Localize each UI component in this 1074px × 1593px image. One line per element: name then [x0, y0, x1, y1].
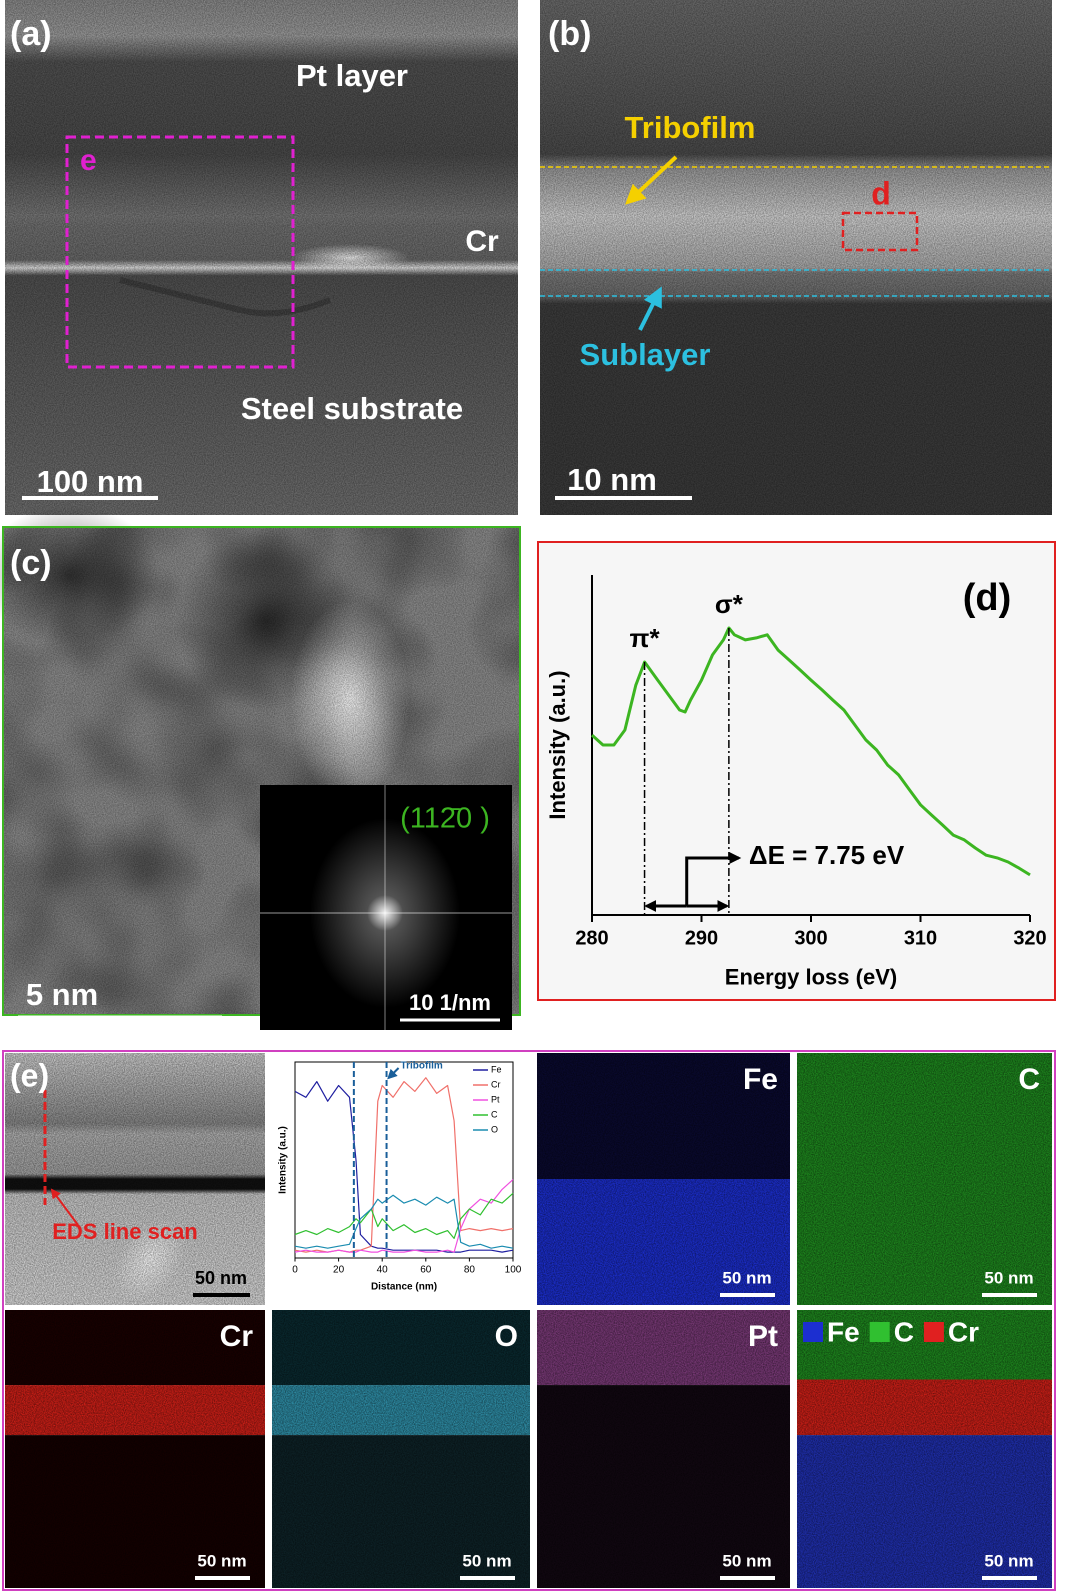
data-line — [294, 1081, 514, 1253]
region-label: Tribofilm — [401, 1061, 443, 1072]
legend-swatch — [869, 1322, 890, 1342]
map-texture — [537, 1053, 790, 1305]
element-label: C — [1018, 1063, 1040, 1096]
map-texture — [797, 1053, 1052, 1305]
element-label: Fe — [743, 1063, 778, 1096]
y-axis-label: Intensity (a.u.) — [545, 670, 570, 819]
x-tick-label: 60 — [420, 1265, 432, 1276]
arrow — [625, 155, 678, 205]
delta-label: ΔE = 7.75 eV — [749, 840, 905, 870]
x-tick-label: 40 — [377, 1265, 389, 1276]
data-line — [590, 626, 1031, 877]
panel-a: (a) Pt layer e Cr Steel substrate 100 nm — [5, 0, 518, 515]
x-axis-label: Energy loss (eV) — [725, 965, 897, 990]
fft-index: (112̄0 ) — [400, 803, 490, 835]
arrow — [50, 1188, 79, 1226]
arrow — [387, 1067, 400, 1080]
panel-label: (c) — [10, 544, 52, 582]
element-label: Pt — [748, 1320, 778, 1353]
legend-swatch — [803, 1322, 823, 1342]
x-tick-label: 20 — [333, 1265, 345, 1276]
x-tick-label: 280 — [575, 927, 608, 949]
scale-bar-label: 10 nm — [567, 462, 657, 497]
data-line — [294, 1179, 514, 1253]
legend-label: Fe — [827, 1316, 860, 1347]
panel-label: (a) — [10, 15, 52, 53]
scale-bar-label: 100 nm — [37, 464, 144, 499]
map-texture — [5, 1310, 265, 1588]
data-line — [294, 1192, 514, 1239]
texture — [5, 0, 518, 515]
panel-b: (b) Tribofilm d Sublayer 10 nm — [540, 0, 1052, 515]
box-label: d — [871, 175, 891, 211]
legend-label: Cr — [491, 1079, 501, 1089]
map-texture — [272, 1310, 530, 1588]
x-tick-label: 310 — [904, 927, 937, 949]
delta-pointer — [685, 852, 742, 906]
scan-label: EDS line scan — [52, 1219, 198, 1244]
peak-label: σ* — [715, 589, 744, 619]
layer-label: Sublayer — [580, 337, 711, 372]
legend-label: O — [491, 1124, 498, 1134]
x-axis-label: Distance (nm) — [371, 1282, 437, 1293]
legend-label: Fe — [491, 1064, 502, 1074]
layer-label: Tribofilm — [625, 110, 756, 145]
region-box — [841, 211, 919, 252]
scale-bar-label: 50 nm — [197, 1551, 246, 1570]
panel-c: (c) (112̄0 ) 5 nm 10 1/nm — [0, 505, 521, 1030]
legend-swatch — [923, 1322, 944, 1342]
element-label: O — [495, 1320, 518, 1353]
legend-label: C — [894, 1316, 914, 1347]
element-label: Cr — [220, 1320, 254, 1353]
panel-d-border — [537, 541, 1056, 1001]
layer-label: Steel substrate — [241, 391, 463, 426]
scale-bar-label: 50 nm — [722, 1551, 771, 1570]
panel-label: (b) — [548, 15, 591, 53]
panel-e: (e) EDS line scan 50 nm 50 nm Fe 50 nm C 50 … — [2, 1050, 1056, 1591]
plot-frame — [294, 1061, 514, 1259]
x-tick-label: 0 — [292, 1265, 298, 1276]
panel-label: (e) — [10, 1057, 49, 1093]
map-texture — [537, 1310, 790, 1588]
texture — [540, 0, 1052, 515]
arrow — [638, 286, 662, 331]
legend-label: Pt — [491, 1094, 500, 1104]
scale-bar-label: 50 nm — [984, 1268, 1033, 1287]
x-tick-label: 80 — [464, 1265, 476, 1276]
x-tick-label: 290 — [685, 927, 718, 949]
scale-bar-label: 50 nm — [722, 1268, 771, 1287]
scale-bar-label: 10 1/nm — [409, 990, 491, 1015]
x-tick-label: 320 — [1013, 927, 1046, 949]
scale-bar-label: 50 nm — [462, 1551, 511, 1570]
legend-label: C — [491, 1109, 498, 1119]
data-line — [294, 1194, 514, 1249]
texture — [5, 1053, 265, 1305]
layer-label: Pt layer — [296, 58, 408, 93]
scale-bar-label: 50 nm — [195, 1268, 247, 1288]
layer-label: Cr — [465, 225, 499, 258]
peak-label: π* — [630, 623, 661, 653]
legend-label: Cr — [948, 1316, 979, 1347]
scale-bar-label: 50 nm — [984, 1551, 1033, 1570]
region-box — [65, 135, 295, 369]
scale-bar-label: 5 nm — [26, 977, 98, 1012]
x-tick-label: 300 — [794, 927, 827, 949]
map-texture — [797, 1310, 1052, 1588]
y-axis-label: Intensity (a.u.) — [278, 1126, 289, 1194]
box-label: e — [80, 144, 97, 177]
chart-background — [270, 1053, 530, 1305]
x-tick-label: 100 — [505, 1265, 522, 1276]
panel-label: (d) — [963, 577, 1012, 619]
